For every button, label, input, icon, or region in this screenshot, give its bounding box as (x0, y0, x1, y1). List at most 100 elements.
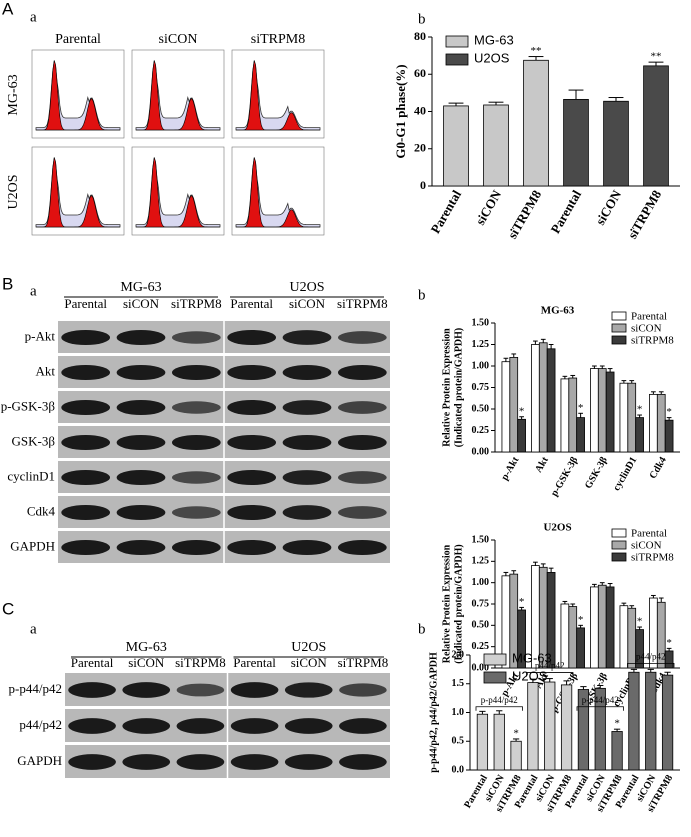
lane-label: siCON (123, 296, 160, 311)
bar (531, 344, 540, 453)
bar (493, 713, 505, 771)
x-tick-label: p-GSK-3β (549, 455, 580, 498)
legend-swatch (611, 552, 627, 562)
x-tick-label: siTRPM8 (624, 187, 664, 241)
bar (510, 740, 522, 771)
group-label: p44/p42 (636, 651, 666, 661)
panel-label: A (2, 0, 14, 18)
row-label: MG-63 (6, 74, 21, 115)
blot-band (116, 399, 166, 416)
bar (619, 382, 629, 453)
y-tick-label: 1.00 (472, 360, 490, 371)
legend-label: U2OS (512, 668, 548, 683)
blot-band (339, 683, 387, 697)
lane-label: Parental (230, 296, 273, 311)
y-axis-label: Relative Protein Expression (441, 328, 452, 447)
lane-label: siCON (289, 296, 326, 311)
blot-band (339, 718, 387, 734)
blot-band (171, 401, 221, 414)
significance: * (519, 405, 525, 417)
y-axis-label: (Indicated protein/GAPDH) (453, 328, 464, 448)
y-tick-label: 1.25 (472, 339, 490, 350)
legend-swatch (611, 323, 627, 333)
bar (605, 586, 615, 669)
bar (661, 674, 674, 771)
legend-swatch (445, 35, 469, 48)
bar (645, 671, 657, 771)
bar (568, 377, 578, 453)
column-label: siTRPM8 (251, 32, 305, 47)
subpanel-label: a (30, 9, 37, 25)
significance: * (637, 404, 643, 416)
bar (517, 418, 526, 453)
blot-band (284, 682, 333, 698)
legend-label: MG-63 (512, 650, 552, 665)
legend-label: siCON (631, 323, 662, 335)
blot-band (282, 470, 332, 485)
y-tick-label: 0.75 (472, 598, 490, 609)
blot-row-label: p-GSK-3β (1, 398, 56, 413)
bar (560, 603, 570, 669)
histogram-peaks (236, 157, 320, 228)
y-tick-label: 0.00 (472, 446, 490, 457)
subpanel-label: b (418, 287, 426, 303)
panel-label: B (2, 274, 13, 293)
blot-band (230, 754, 279, 770)
histogram-peaks (136, 157, 220, 228)
y-axis-label: Relative Protein Expression (441, 544, 452, 663)
lane-label: siTRPM8 (338, 655, 389, 670)
bar (664, 419, 674, 453)
bar (628, 671, 640, 771)
blot-row-label: p-p44/p42 (9, 681, 62, 696)
significance: * (519, 596, 525, 608)
blot-row-label: Akt (36, 363, 56, 378)
y-tick-label: 1.50 (472, 317, 490, 328)
chart-title: U2OS (543, 522, 571, 534)
y-tick-label: 60 (414, 66, 426, 80)
legend-swatch (611, 311, 627, 321)
x-tick-label: Parental (427, 187, 464, 236)
bar (635, 629, 644, 669)
significance: ** (651, 51, 662, 63)
blot-band (61, 504, 111, 521)
bar (611, 731, 623, 771)
group-label: p-p44/p42 (582, 695, 619, 705)
x-tick-label: GSK-3β (583, 455, 610, 491)
group-bracket (576, 706, 624, 711)
blot-band (68, 754, 116, 770)
legend-swatch (445, 53, 469, 66)
legend-swatch (483, 653, 507, 666)
histogram-peaks (236, 60, 320, 131)
blot-band (227, 504, 277, 521)
bar (483, 104, 509, 187)
blot-row-label: GAPDH (10, 538, 55, 553)
blot-band (116, 504, 166, 521)
blot-band (337, 539, 387, 556)
y-tick-label: 0.50 (472, 620, 490, 631)
lane-label: Parental (71, 655, 114, 670)
bar (560, 378, 570, 453)
blot-band (282, 434, 332, 451)
significance: * (614, 718, 620, 730)
blot-band (116, 539, 166, 556)
blot-row-label: p-Akt (25, 328, 56, 343)
row-label: U2OS (6, 174, 21, 209)
bar (627, 607, 637, 669)
legend-swatch (483, 671, 507, 684)
bar (576, 417, 585, 453)
bar (590, 586, 599, 669)
subpanel-label: b (418, 621, 426, 637)
bar (635, 417, 644, 453)
lane-label: siTRPM8 (171, 296, 222, 311)
column-label: Parental (55, 32, 101, 47)
y-axis-label: (Indicated protein/GAPDH) (453, 544, 464, 664)
bar (527, 682, 539, 771)
blot-band (171, 331, 221, 344)
blot-row-label: cyclinD1 (7, 468, 55, 483)
significance: * (578, 402, 584, 414)
blot-row-label: GSK-3β (12, 433, 56, 448)
legend-label: siTRPM8 (631, 335, 674, 347)
blot-band (68, 682, 116, 698)
y-tick-label: 0.75 (472, 382, 490, 393)
